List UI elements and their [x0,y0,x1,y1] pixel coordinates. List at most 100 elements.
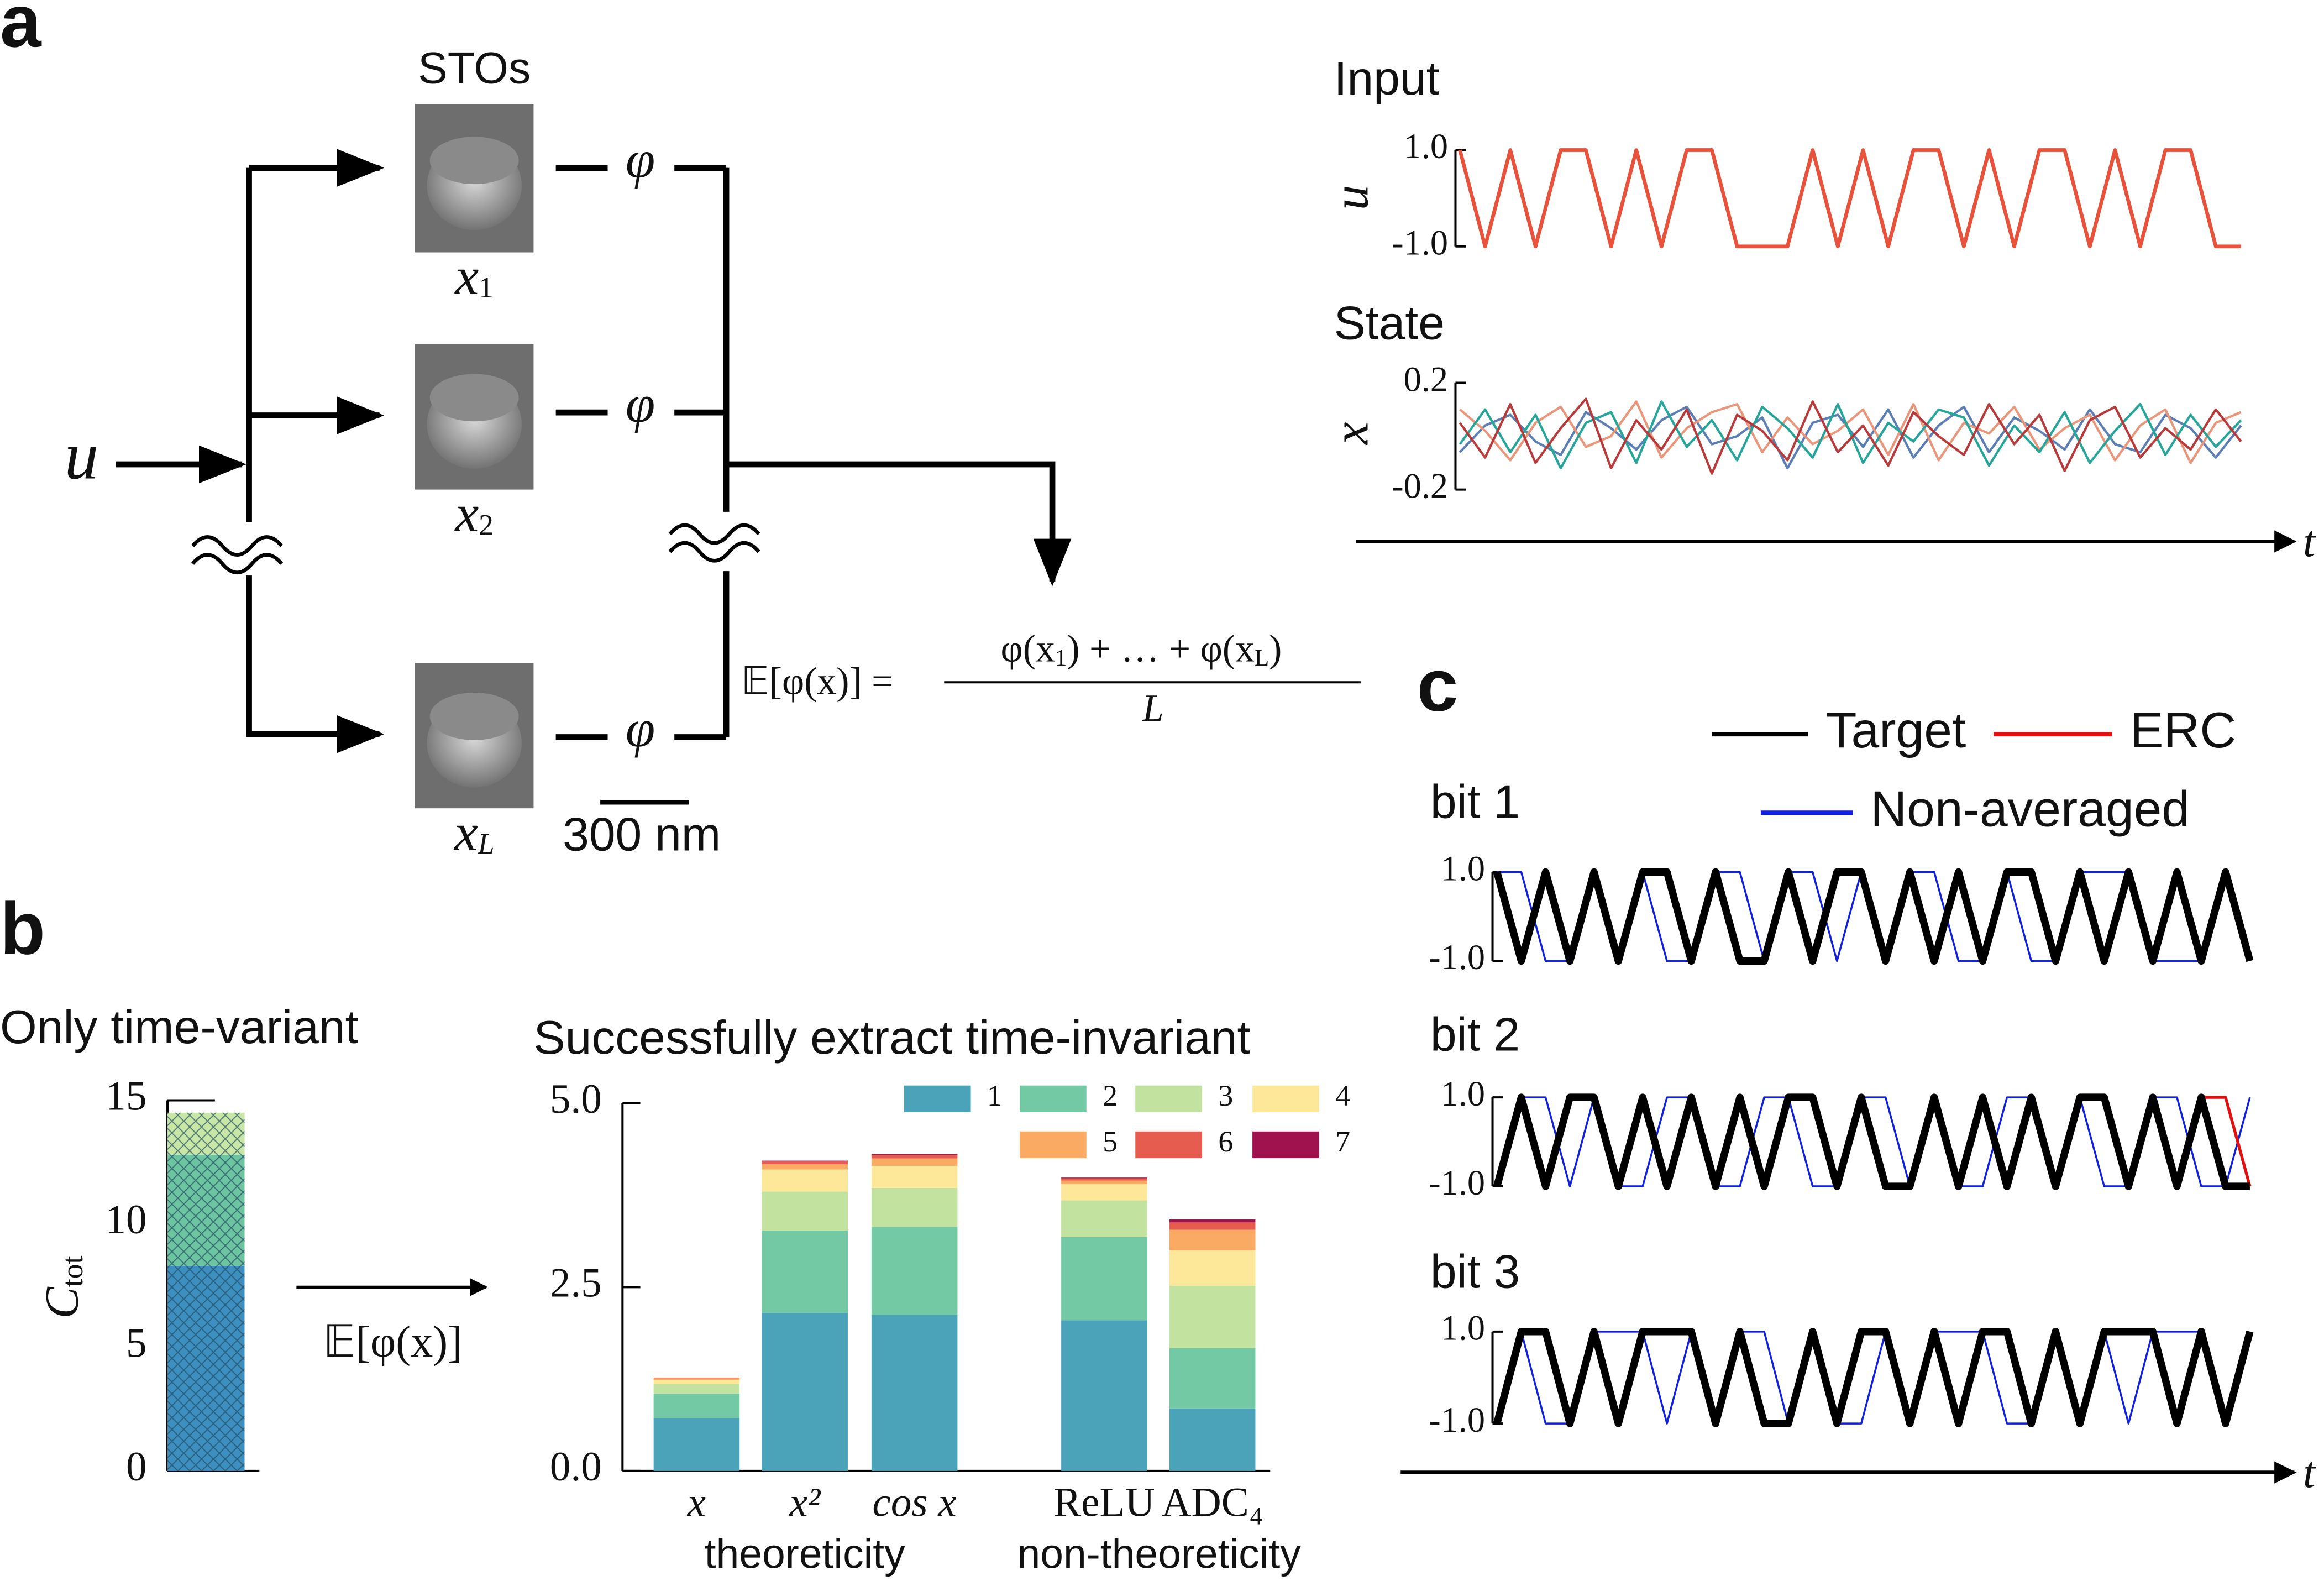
legend-swatch [1020,1085,1087,1112]
sto-image [415,344,534,490]
panel-label: c [1417,645,1459,727]
y-tick-label: 2.5 [550,1260,602,1306]
y-tick-label: 10 [105,1197,146,1243]
legend-label: 3 [1218,1079,1233,1112]
output-label: xL [453,803,495,862]
break [191,535,284,574]
legend-swatch [904,1085,971,1112]
output-label: x1 [454,247,494,306]
bar-segment [1169,1250,1256,1286]
y-tick-label: 0 [126,1444,147,1490]
bar-segment [653,1418,740,1471]
y-tick-label: 1.0 [1441,849,1485,888]
legend-swatch [1252,1131,1319,1159]
symbol: C [35,1286,88,1318]
y-axis-label: x [1323,422,1379,445]
bar-segment [653,1378,740,1380]
bar-segment [1169,1408,1256,1471]
y-tick-label: 5 [126,1321,147,1367]
break [668,523,760,563]
chart-title: bit 2 [1430,1008,1520,1061]
bar-segment [871,1158,958,1166]
function-symbol: φ [626,129,655,189]
equation-lhs: 𝔼[φ(x)] = [741,661,894,703]
x-tick-label: cos x [873,1480,957,1526]
bar-segment [1061,1200,1147,1237]
legend-swatch [1020,1131,1087,1159]
bar-segment [871,1154,958,1155]
phi-links [555,165,727,740]
bar-segment [1169,1229,1256,1250]
legend-label: ERC [2130,702,2236,758]
series-line [1493,1328,2254,1427]
symbol: x [454,484,479,543]
bar-segment [653,1394,740,1418]
time-label: t [2303,1448,2316,1497]
series-line [1496,1331,2251,1425]
legend-label: 7 [1335,1125,1350,1158]
bar-segment [1169,1348,1256,1409]
index: 2 [479,509,494,542]
sto-image [415,104,534,253]
series-line [1493,868,2254,965]
bar-hatch [167,1265,245,1471]
scale-bar-label: 300 nm [563,808,721,861]
panel-label: a [0,0,42,62]
part: ) + … + φ(x [1067,628,1255,671]
legend-swatch [1135,1131,1202,1159]
series-line [1459,397,2242,475]
legend-label: 1 [987,1079,1002,1112]
legend-label: 4 [1335,1079,1350,1112]
bar-segment [762,1230,848,1313]
series-line [1496,1096,2251,1187]
chart-title: bit 1 [1430,775,1520,828]
chart-title: Input [1334,52,1440,105]
bar-segment [871,1165,958,1188]
symbol: x [454,247,479,306]
group-label: theoreticity [705,1530,905,1577]
bar-segment [762,1161,848,1165]
equation-denominator: L [1142,687,1164,730]
y-tick-label: 1.0 [1441,1074,1485,1113]
chart-title: State [1334,296,1445,349]
y-tick-label: 15 [105,1074,146,1119]
y-tick-label: 1.0 [1441,1308,1485,1348]
y-axis-label: Ctot [35,1255,89,1318]
bar-segment [1061,1237,1147,1321]
bar-segment [871,1315,958,1471]
bar-segment [1169,1222,1256,1230]
bar-segment [1169,1219,1256,1223]
legend-label: 2 [1103,1079,1118,1112]
time-label: t [2303,517,2316,566]
y-tick-label: 5.0 [550,1076,602,1122]
legend-label: 6 [1218,1125,1233,1158]
series-line [1459,400,2242,464]
legend-label: Non-averaged [1870,781,2190,837]
sto-images [415,104,534,809]
bar-segment [762,1164,848,1170]
bar-segment [762,1312,848,1471]
function-symbol: φ [626,374,655,433]
y-tick-label: -1.0 [1429,938,1485,977]
bar-segment [653,1379,740,1384]
arrow-label: 𝔼[φ(x)] [323,1317,462,1367]
panel-label: b [0,888,45,970]
y-tick-label: -1.0 [1392,223,1448,263]
bar-segment [1061,1177,1147,1179]
bar-segment [871,1187,958,1227]
part: φ(x [1001,628,1055,671]
bar-segment [1061,1184,1147,1201]
y-tick-label: -0.2 [1392,466,1448,505]
output-label: x2 [454,484,494,543]
bar-segment [762,1191,848,1231]
y-tick-label: 0.0 [550,1444,602,1490]
chart-title: Only time-variant [0,1001,359,1054]
bar-segment [871,1227,958,1315]
bar-segment [762,1169,848,1192]
y-axis-label: u [1323,185,1379,211]
chart-title: bit 3 [1430,1245,1520,1299]
chart-title: Successfully extract time-invariant [533,1011,1250,1064]
sto-image [415,663,534,809]
legend-label: Target [1826,702,1966,758]
